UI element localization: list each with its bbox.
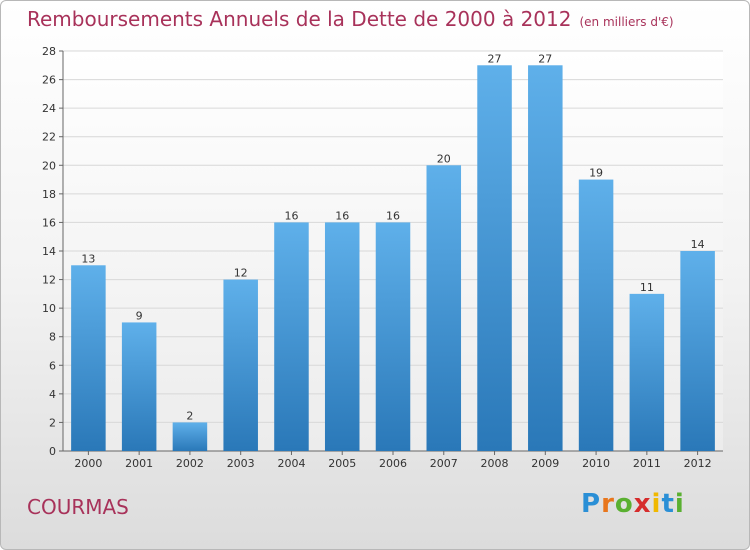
x-tick-label: 2001 <box>125 457 153 470</box>
y-tick-label: 26 <box>42 74 56 87</box>
bar <box>578 179 614 452</box>
y-tick-label: 24 <box>42 102 56 115</box>
x-tick-label: 2006 <box>379 457 407 470</box>
y-tick-label: 8 <box>49 331 56 344</box>
bar <box>528 65 563 452</box>
y-tick-label: 28 <box>42 45 56 58</box>
x-tick-label: 2003 <box>227 457 255 470</box>
bar <box>426 165 462 452</box>
x-tick-label: 2011 <box>633 457 661 470</box>
title-text: Remboursements Annuels de la Dette de 20… <box>27 7 572 31</box>
y-tick-label: 12 <box>42 274 56 287</box>
unit-label: (en milliers d'€) <box>579 15 674 29</box>
y-tick-label: 4 <box>49 388 56 401</box>
bar <box>71 265 106 451</box>
x-tick-label: 2009 <box>531 457 559 470</box>
x-tick-label: 2010 <box>582 457 610 470</box>
data-label: 27 <box>538 52 552 65</box>
proxiti-logo: Proxiti <box>581 489 685 519</box>
x-tick-label: 2004 <box>277 457 305 470</box>
y-tick-label: 22 <box>42 131 56 144</box>
bar <box>223 279 258 451</box>
data-label: 16 <box>335 209 349 222</box>
x-tick-label: 2002 <box>176 457 204 470</box>
bar <box>375 222 411 451</box>
y-tick-label: 18 <box>42 188 56 201</box>
data-label: 11 <box>640 281 654 294</box>
data-label: 16 <box>284 209 298 222</box>
x-tick-label: 2007 <box>430 457 458 470</box>
bar <box>477 65 512 452</box>
town-name: COURMAS <box>27 495 129 519</box>
y-tick-label: 6 <box>49 359 56 372</box>
bar <box>121 322 157 451</box>
bar <box>629 293 665 451</box>
data-label: 2 <box>186 409 193 422</box>
data-label: 16 <box>386 209 400 222</box>
data-label: 13 <box>81 252 95 265</box>
bar <box>274 222 309 451</box>
bar <box>324 222 360 451</box>
y-tick-label: 10 <box>42 302 56 315</box>
y-tick-label: 2 <box>49 416 56 429</box>
x-tick-label: 2008 <box>481 457 509 470</box>
y-tick-label: 14 <box>42 245 56 258</box>
data-label: 19 <box>589 167 603 180</box>
x-tick-label: 2000 <box>74 457 102 470</box>
bar <box>172 422 208 451</box>
bar <box>680 251 715 451</box>
x-tick-label: 2005 <box>328 457 356 470</box>
data-label: 12 <box>234 267 248 280</box>
y-tick-label: 20 <box>42 159 56 172</box>
chart-title: Remboursements Annuels de la Dette de 20… <box>27 7 674 31</box>
y-tick-label: 0 <box>49 445 56 458</box>
data-label: 20 <box>437 152 451 165</box>
data-label: 9 <box>136 309 143 322</box>
x-tick-label: 2012 <box>684 457 712 470</box>
data-label: 27 <box>488 52 502 65</box>
y-tick-label: 16 <box>42 216 56 229</box>
data-label: 14 <box>691 238 705 251</box>
